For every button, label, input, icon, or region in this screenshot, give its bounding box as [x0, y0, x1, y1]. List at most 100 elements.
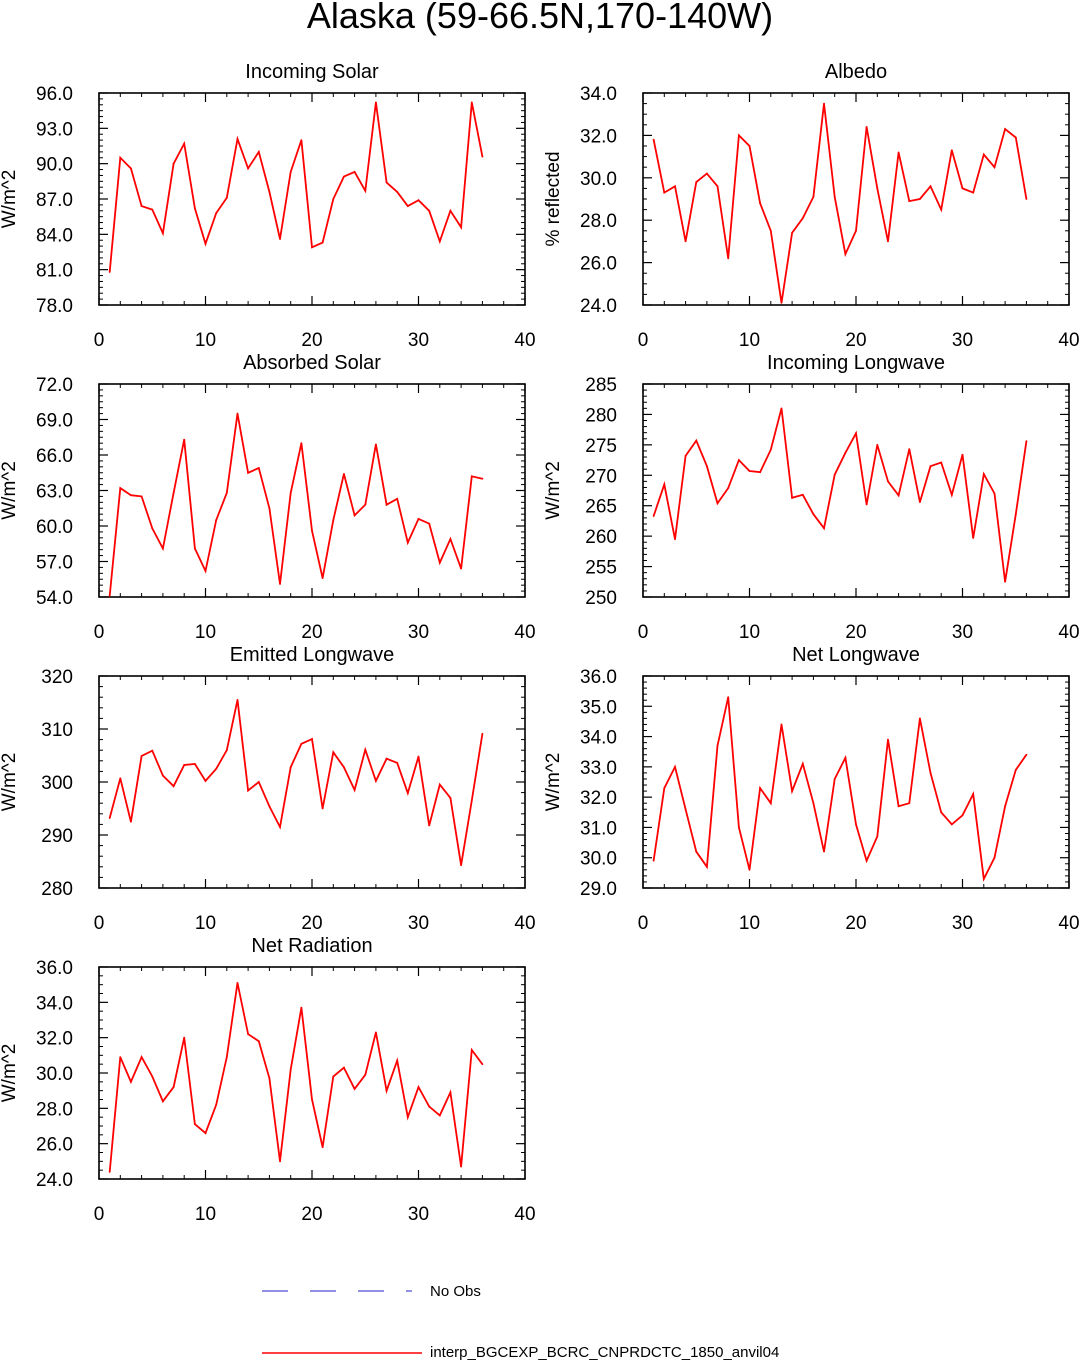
y-tick-label: 36.0: [36, 958, 73, 979]
y-tick-label: 280: [585, 405, 617, 426]
x-tick-label: 20: [845, 913, 866, 934]
data-point: [950, 149, 953, 152]
figure-title: Alaska (59-66.5N,170-140W): [307, 0, 773, 36]
panels: Incoming Solar W/m^2 78.0 81.0 84.0 87.0 90.0 9…: [0, 61, 1080, 1225]
data-point: [748, 145, 751, 147]
data-point: [1014, 136, 1017, 139]
x-tick-label: 40: [1058, 330, 1079, 351]
data-point: [674, 765, 676, 768]
data-point: [470, 101, 473, 104]
data-point: [375, 1031, 377, 1034]
data-point: [919, 717, 921, 720]
data-point: [470, 799, 473, 802]
data-point: [940, 461, 943, 464]
data-point: [460, 226, 462, 229]
x-tick-label: 40: [514, 913, 535, 934]
x-tick-label: 10: [195, 913, 216, 934]
data-point: [353, 171, 356, 173]
data-point: [876, 835, 879, 838]
data-point: [257, 781, 260, 783]
y-tick-label: 28.0: [580, 211, 617, 232]
data-point: [385, 1089, 388, 1092]
data-point: [172, 162, 175, 165]
data-point: [908, 200, 911, 203]
data-point: [343, 473, 345, 475]
data-point: [481, 155, 484, 158]
data-point: [1025, 753, 1028, 756]
data-point: [982, 878, 985, 880]
y-tick-label: 260: [585, 527, 617, 548]
x-tick-label: 30: [952, 330, 973, 351]
data-point: [311, 1098, 313, 1101]
panel-title: Incoming Longwave: [767, 352, 945, 374]
data-point: [268, 805, 271, 808]
data-point: [204, 570, 207, 572]
data-point: [652, 515, 655, 517]
data-point: [193, 763, 196, 765]
data-point: [1004, 580, 1006, 583]
data-point: [919, 198, 921, 200]
y-tick-label: 24.0: [36, 1170, 73, 1191]
data-point: [151, 527, 154, 530]
data-point: [236, 698, 239, 701]
data-point: [695, 181, 698, 183]
data-point: [887, 240, 889, 243]
x-tick-label: 20: [845, 622, 866, 643]
data-point: [289, 171, 292, 173]
data-point: [375, 101, 377, 104]
data-point: [247, 167, 250, 170]
x-tick-label: 30: [952, 622, 973, 643]
data-point: [215, 1103, 218, 1106]
data-point: [706, 172, 708, 175]
panel-title: Net Radiation: [251, 935, 372, 957]
data-point: [279, 1160, 281, 1163]
data-point: [332, 1075, 335, 1078]
y-tick-label: 250: [585, 588, 617, 609]
data-point: [727, 257, 730, 260]
y-tick-label: 265: [585, 497, 617, 518]
data-point: [236, 138, 239, 140]
data-point: [908, 448, 911, 451]
data-point: [876, 187, 879, 190]
data-point: [321, 807, 324, 810]
data-point: [438, 240, 441, 243]
y-tick-label: 54.0: [36, 588, 73, 609]
x-tick-label: 0: [94, 913, 105, 934]
x-tick-label: 20: [845, 330, 866, 351]
data-point: [855, 229, 857, 232]
data-point: [172, 491, 175, 494]
data-point: [684, 240, 687, 243]
data-point: [428, 1105, 431, 1108]
data-point: [791, 232, 793, 234]
data-point: [844, 451, 847, 454]
panel-net-radiation: Net Radiation W/m^2 24.0 26.0 28.0 30.0 32.0 34…: [0, 935, 536, 1225]
data-point: [300, 1006, 303, 1009]
data-point: [193, 207, 196, 210]
data-point: [140, 205, 143, 207]
plot-frame: [642, 675, 1070, 889]
data-point: [716, 502, 719, 505]
data-point: [759, 202, 762, 205]
data-point: [812, 802, 815, 805]
x-tick-label: 40: [1058, 622, 1079, 643]
data-point: [193, 1123, 196, 1126]
data-point: [151, 749, 154, 752]
data-point: [321, 1146, 324, 1149]
y-tick-label: 26.0: [580, 254, 617, 275]
data-point: [385, 503, 388, 506]
y-tick-label: 69.0: [36, 411, 73, 432]
x-tick-label: 20: [301, 330, 322, 351]
data-point: [972, 191, 975, 194]
data-point: [737, 459, 740, 461]
y-tick-label: 84.0: [36, 225, 73, 246]
data-point: [652, 859, 655, 862]
data-point: [833, 473, 836, 476]
y-tick-label: 32.0: [36, 1029, 73, 1050]
data-point: [311, 738, 313, 740]
data-point: [1025, 198, 1028, 200]
data-point: [385, 757, 388, 760]
data-point: [321, 241, 324, 244]
x-tick-label: 10: [195, 622, 216, 643]
data-point: [684, 808, 687, 811]
data-point: [801, 762, 804, 765]
